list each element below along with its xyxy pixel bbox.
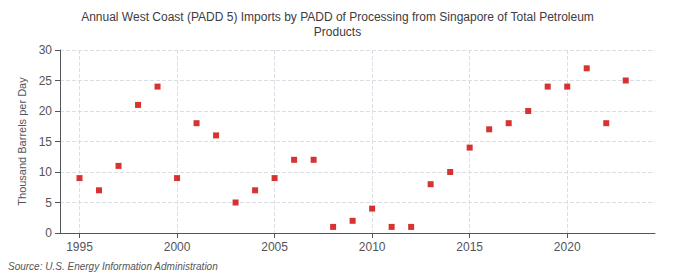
svg-text:2005: 2005 (261, 240, 288, 254)
svg-text:2020: 2020 (554, 240, 581, 254)
svg-text:25: 25 (39, 74, 53, 88)
svg-text:5: 5 (45, 196, 52, 210)
svg-text:Products: Products (314, 25, 361, 39)
svg-text:2000: 2000 (164, 240, 191, 254)
svg-text:20: 20 (39, 104, 53, 118)
svg-text:Thousand Barrels per Day: Thousand Barrels per Day (16, 77, 28, 206)
svg-text:0: 0 (45, 226, 52, 240)
svg-text:2015: 2015 (456, 240, 483, 254)
svg-text:Annual West Coast (PADD 5) Imp: Annual West Coast (PADD 5) Imports by PA… (81, 10, 594, 24)
svg-text:10: 10 (39, 165, 53, 179)
svg-text:Source: U.S. Energy Informatio: Source: U.S. Energy Information Administ… (8, 261, 218, 272)
svg-text:15: 15 (39, 135, 53, 149)
svg-text:2010: 2010 (359, 240, 386, 254)
svg-text:30: 30 (39, 43, 53, 57)
svg-text:1995: 1995 (66, 240, 93, 254)
